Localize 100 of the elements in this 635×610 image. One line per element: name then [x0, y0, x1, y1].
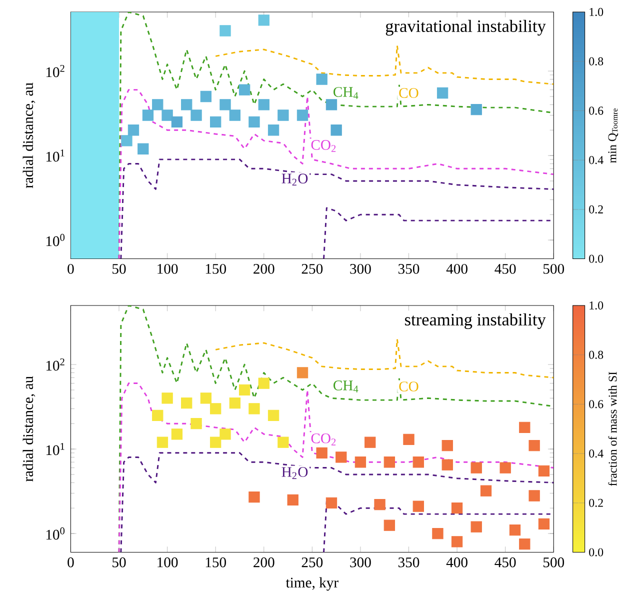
point: [374, 499, 386, 510]
point: [509, 524, 521, 536]
series-label: CH$_{4}$: [334, 87, 358, 100]
point: [336, 452, 347, 463]
point: [519, 538, 530, 550]
x-tick-label: 0: [68, 558, 74, 568]
point: [229, 398, 240, 409]
point: [152, 410, 164, 422]
point: [296, 110, 308, 121]
point: [470, 521, 482, 533]
point: [442, 440, 453, 452]
color-bar-label: 0.0: [589, 548, 604, 557]
x-tick-label: 100: [158, 264, 178, 274]
point: [220, 428, 231, 440]
point: [152, 99, 164, 110]
point: [258, 378, 270, 390]
point: [229, 110, 240, 121]
x-tick-label: 350: [398, 264, 420, 274]
x-tick-label: 200: [254, 264, 274, 274]
x-tick-label: 250: [302, 558, 323, 568]
point: [258, 14, 270, 26]
point: [238, 384, 250, 396]
point: [258, 99, 270, 110]
x-tick-label: 150: [206, 264, 226, 274]
point: [200, 392, 212, 404]
chart-title: streaming instability: [405, 314, 546, 330]
point: [326, 99, 338, 110]
series-label: H$_{2}$O: [282, 467, 308, 480]
y-tick-label: 10$^{2}$: [46, 65, 64, 78]
color-bar-title: fraction of mass with SI: [608, 372, 617, 486]
point: [384, 520, 396, 532]
point: [364, 436, 376, 448]
x-tick-label: 350: [398, 558, 420, 568]
color-bar-title: min Q$_{Toomre}$: [608, 108, 618, 164]
series-label: CO: [399, 88, 418, 98]
x-axis-title: time, kyr: [286, 577, 338, 591]
point: [171, 116, 183, 128]
y-axis-title: radial distance, au: [22, 82, 36, 188]
x-tick-label: 150: [206, 558, 226, 568]
point: [432, 528, 444, 540]
series-label: CO$_{2}$: [311, 434, 336, 446]
point: [181, 398, 192, 409]
point: [326, 498, 338, 509]
point: [538, 466, 550, 477]
point: [210, 403, 222, 414]
chart-title: gravitational instability: [386, 20, 546, 36]
point: [162, 110, 173, 121]
point: [451, 502, 463, 514]
x-tick-label: 300: [350, 558, 371, 568]
color-bar-label: 0.8: [589, 350, 604, 360]
x-tick-label: 450: [494, 264, 516, 274]
point: [470, 104, 482, 116]
color-bar-label: 0.4: [589, 156, 604, 164]
point: [500, 462, 511, 474]
color-bar-label: 0.2: [589, 499, 603, 508]
point: [330, 124, 342, 136]
point: [480, 485, 492, 497]
point: [171, 428, 183, 440]
point: [162, 392, 173, 404]
point: [248, 492, 260, 503]
x-tick-label: 100: [158, 558, 178, 568]
point: [287, 494, 298, 506]
color-bar-label: 0.8: [589, 57, 604, 66]
color-bar-label: 0.6: [589, 400, 604, 408]
point: [142, 110, 154, 121]
point: [138, 143, 149, 155]
point: [200, 91, 212, 102]
x-tick-label: 200: [254, 558, 274, 568]
point: [316, 74, 328, 85]
point: [436, 88, 448, 99]
point: [451, 536, 463, 548]
point: [210, 436, 222, 448]
point: [384, 456, 396, 468]
point: [220, 25, 231, 36]
point: [248, 116, 260, 128]
point: [403, 434, 414, 446]
point: [278, 110, 289, 121]
point: [412, 500, 424, 512]
y-tick-label: 10$^{2}$: [46, 358, 64, 371]
point: [278, 436, 289, 448]
x-tick-label: 50: [112, 264, 126, 274]
point: [268, 410, 280, 422]
point: [538, 518, 550, 530]
point: [412, 456, 424, 468]
point: [190, 110, 202, 121]
point: [268, 124, 280, 136]
point: [190, 418, 202, 430]
point: [470, 462, 482, 474]
series-label: CH$_{4}$: [334, 380, 358, 393]
series-label: CO$_{2}$: [311, 140, 336, 152]
point: [181, 99, 192, 110]
color-bar-label: 1.0: [590, 8, 604, 16]
x-tick-label: 400: [446, 558, 468, 568]
point: [220, 99, 231, 110]
color-bar-label: 0.6: [589, 106, 604, 115]
point: [519, 422, 530, 434]
series-label: H$_{2}$O: [282, 174, 308, 186]
color-bar-label: 0.2: [589, 206, 603, 214]
point: [528, 440, 540, 452]
color-bar-label: 0.4: [589, 450, 604, 458]
